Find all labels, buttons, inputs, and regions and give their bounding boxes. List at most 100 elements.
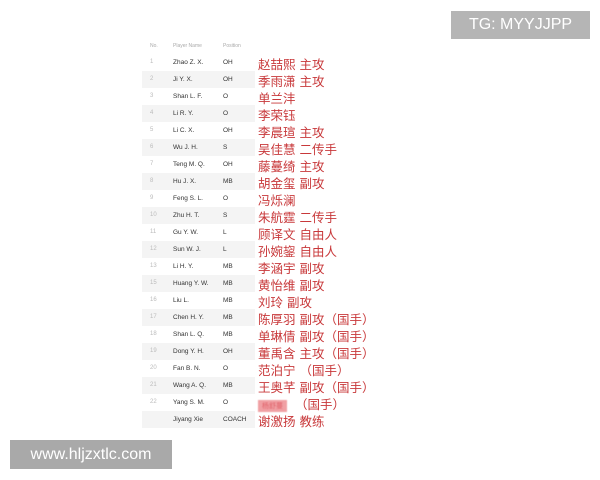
handwritten-annotation: 朱航霆 二传手 xyxy=(258,207,337,226)
player-name: Teng M. Q. xyxy=(173,161,205,168)
table-row: 11 Gu Y. W. L 顾译文 自由人 xyxy=(142,224,402,243)
annotation-text: 李涵宇 副攻 xyxy=(258,261,325,276)
handwritten-annotation: 李晨瑄 主攻 xyxy=(258,122,324,141)
player-position: O xyxy=(223,110,229,117)
player-name: Wu J. H. xyxy=(173,144,198,151)
table-row: 22 Yang S. M. O 杨舒蔓 （国手） xyxy=(142,394,402,412)
table-row: 9 Feng S. L. O 冯烁澜 xyxy=(142,190,402,209)
handwritten-annotation: 赵喆熙 主攻 xyxy=(258,54,324,73)
player-position: MB xyxy=(223,331,233,338)
player-name: Feng S. L. xyxy=(173,195,203,202)
annotation-text: 谢激扬 教练 xyxy=(258,414,325,429)
player-number: 1 xyxy=(150,59,154,65)
player-number: 5 xyxy=(150,127,154,133)
annotation-text: 顾译文 自由人 xyxy=(258,227,337,242)
table-row: 3 Shan L. F. O 单兰沣 xyxy=(142,88,402,106)
table-row: 16 Liu L. MB 刘玲 副攻 xyxy=(142,292,402,311)
handwritten-annotation: 胡金玺 副攻 xyxy=(258,173,324,192)
player-name: Wang A. Q. xyxy=(173,382,206,389)
player-name: Chen H. Y. xyxy=(173,314,204,321)
watermark-top: TG: MYYJJPP xyxy=(451,11,590,39)
header-position: Position xyxy=(223,43,241,49)
player-position: O xyxy=(223,93,229,100)
table-row: 1 Zhao Z. X. OH 赵喆熙 主攻 xyxy=(142,54,402,73)
handwritten-annotation: 李荣钰 xyxy=(258,105,296,124)
table-row: 8 Hu J. X. MB 胡金玺 副攻 xyxy=(142,173,402,192)
row-background xyxy=(142,309,255,326)
table-row: 10 Zhu H. T. S 朱航霆 二传手 xyxy=(142,207,402,226)
player-number: 6 xyxy=(150,144,154,150)
annotation-text: 单琳倩 副攻（国手） xyxy=(258,329,375,344)
player-number: 16 xyxy=(150,297,157,303)
player-name: Shan L. Q. xyxy=(173,331,205,338)
player-position: OH xyxy=(223,127,233,134)
player-position: L xyxy=(223,246,227,253)
player-name: Li C. X. xyxy=(173,127,195,134)
player-position: MB xyxy=(223,382,233,389)
player-number: 12 xyxy=(150,246,157,252)
handwritten-annotation: 李涵宇 副攻 xyxy=(258,258,324,277)
player-position: OH xyxy=(223,161,233,168)
player-position: COACH xyxy=(223,416,247,423)
table-header: No. Player Name Position xyxy=(142,38,402,54)
table-row: 5 Li C. X. OH 李晨瑄 主攻 xyxy=(142,122,402,141)
handwritten-annotation: 刘玲 副攻 xyxy=(258,292,312,311)
row-background xyxy=(142,139,255,156)
table-row: 19 Dong Y. H. OH 董禹含 主攻（国手） xyxy=(142,343,402,362)
player-number: 9 xyxy=(150,195,154,201)
player-position: O xyxy=(223,365,229,372)
player-name: Yang S. M. xyxy=(173,399,205,406)
player-number: 13 xyxy=(150,263,157,269)
annotation-text: 藤蔓绮 主攻 xyxy=(258,159,325,174)
annotation-text: 单兰沣 xyxy=(258,91,296,106)
annotation-text: 范泊宁 （国手） xyxy=(258,363,350,378)
player-position: S xyxy=(223,144,228,151)
player-name: Li R. Y. xyxy=(173,110,194,117)
handwritten-annotation: 谢激扬 教练 xyxy=(258,411,324,430)
annotation-text: 黄怡维 副攻 xyxy=(258,278,325,293)
player-number: 2 xyxy=(150,76,154,82)
player-position: MB xyxy=(223,297,233,304)
player-position: MB xyxy=(223,280,233,287)
player-position: MB xyxy=(223,314,233,321)
blurred-name: 杨舒蔓 xyxy=(258,399,287,412)
row-background xyxy=(142,343,255,360)
annotation-text: 王奥芊 副攻（国手） xyxy=(258,380,375,395)
player-number: 17 xyxy=(150,314,157,320)
row-background xyxy=(142,258,255,275)
handwritten-annotation: 冯烁澜 xyxy=(258,190,296,209)
row-background xyxy=(142,105,255,122)
watermark-bottom: www.hljzxtlc.com xyxy=(10,440,172,469)
table-row: 6 Wu J. H. S 吴佳慧 二传手 xyxy=(142,139,402,158)
annotation-text: 赵喆熙 主攻 xyxy=(258,57,325,72)
annotation-text: 吴佳慧 二传手 xyxy=(258,142,337,157)
table-row: 18 Shan L. Q. MB 单琳倩 副攻（国手） xyxy=(142,326,402,344)
row-background xyxy=(142,377,255,394)
player-name: Huang Y. W. xyxy=(173,280,209,287)
handwritten-annotation: 藤蔓绮 主攻 xyxy=(258,156,324,175)
row-background xyxy=(142,275,255,292)
handwritten-annotation: 吴佳慧 二传手 xyxy=(258,139,337,158)
annotation-text: （国手） xyxy=(295,397,346,412)
handwritten-annotation: 董禹含 主攻（国手） xyxy=(258,343,374,362)
table-row: 7 Teng M. Q. OH 藤蔓绮 主攻 xyxy=(142,156,402,175)
annotation-text: 李荣钰 xyxy=(258,108,296,123)
annotation-text: 董禹含 主攻（国手） xyxy=(258,346,375,361)
player-name: Zhao Z. X. xyxy=(173,59,204,66)
annotation-text: 季雨潇 主攻 xyxy=(258,74,325,89)
row-background xyxy=(142,71,255,88)
handwritten-annotation: 范泊宁 （国手） xyxy=(258,360,349,379)
handwritten-annotation: 季雨潇 主攻 xyxy=(258,71,324,90)
player-number: 7 xyxy=(150,161,154,167)
table-row: 17 Chen H. Y. MB 陈厚羽 副攻（国手） xyxy=(142,309,402,327)
header-no: No. xyxy=(150,43,158,49)
player-name: Sun W. J. xyxy=(173,246,201,253)
row-background xyxy=(142,292,255,309)
player-number: 8 xyxy=(150,178,154,184)
player-number: 19 xyxy=(150,348,157,354)
handwritten-annotation: 顾译文 自由人 xyxy=(258,224,337,243)
table-row: 15 Huang Y. W. MB 黄怡维 副攻 xyxy=(142,275,402,293)
table-row: 2 Ji Y. X. OH 季雨潇 主攻 xyxy=(142,71,402,90)
table-row: 4 Li R. Y. O 李荣钰 xyxy=(142,105,402,124)
row-background xyxy=(142,224,255,241)
